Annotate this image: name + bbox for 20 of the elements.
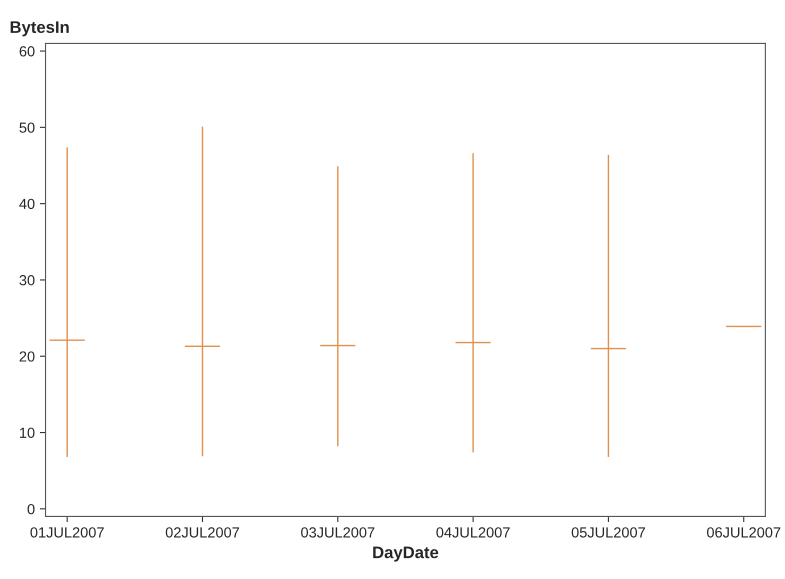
x-tick-label: 01JUL2007 <box>30 527 104 538</box>
y-axis-title: BytesIn <box>10 21 69 36</box>
y-tick-label: 20 <box>20 351 35 362</box>
y-tick-label: 10 <box>20 428 35 438</box>
x-tick-label: 06JUL2007 <box>707 527 780 538</box>
candlestick <box>320 166 356 447</box>
x-tick-label: 04JUL2007 <box>436 527 510 538</box>
y-tick-label: 30 <box>19 275 35 286</box>
y-tick-label: 50 <box>19 122 35 133</box>
candlestick <box>590 154 627 458</box>
x-tick-label: 03JUL2007 <box>301 527 374 538</box>
candlestick <box>184 126 221 457</box>
y-tick-label: 0 <box>28 504 35 514</box>
x-axis-title: DayDate <box>373 546 438 562</box>
candlestick <box>454 152 492 454</box>
x-tick-label: 02JUL2007 <box>166 527 240 538</box>
y-tick-label: 40 <box>19 198 35 210</box>
x-tick-label: 05JUL2007 <box>572 527 645 538</box>
y-tick-label: 60 <box>20 46 35 56</box>
candlestick <box>48 146 86 458</box>
